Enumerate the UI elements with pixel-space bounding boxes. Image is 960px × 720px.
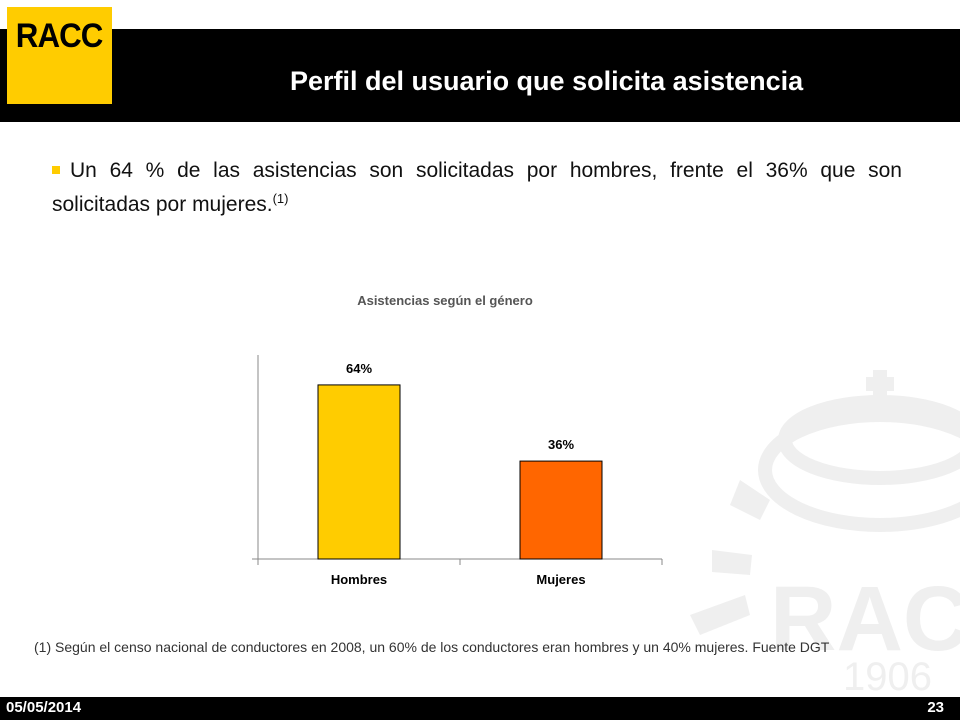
bullet-footnote-ref: (1): [272, 191, 289, 206]
category-label-hombres: Hombres: [331, 572, 387, 587]
page-number: 23: [927, 699, 944, 716]
category-label-mujeres: Mujeres: [536, 572, 585, 587]
footnote: (1) Según el censo nacional de conductor…: [34, 639, 830, 655]
watermark-racc-text: RACC: [770, 568, 960, 670]
watermark-year-text: 1906: [843, 655, 932, 699]
bar-hombres: [317, 384, 401, 560]
bullet-point: Un 64 % de las asistencias son solicitad…: [52, 157, 902, 219]
data-label-mujeres: 36%: [548, 437, 574, 452]
square-bullet-icon: [52, 166, 60, 174]
footer-date: 05/05/2014: [6, 699, 82, 716]
chart-title: Asistencias según el género: [357, 293, 533, 308]
logo-text: RACC: [16, 17, 104, 55]
data-label-hombres: 64%: [346, 361, 372, 376]
header-bar: [0, 29, 960, 122]
bar-mujeres: [519, 460, 603, 560]
bullet-text: Un 64 % de las asistencias son solicitad…: [52, 159, 902, 216]
racc-logo: RACC: [7, 7, 112, 104]
page-title: Perfil del usuario que solicita asistenc…: [290, 66, 804, 96]
footer-bar: 05/05/2014 23: [0, 697, 960, 720]
